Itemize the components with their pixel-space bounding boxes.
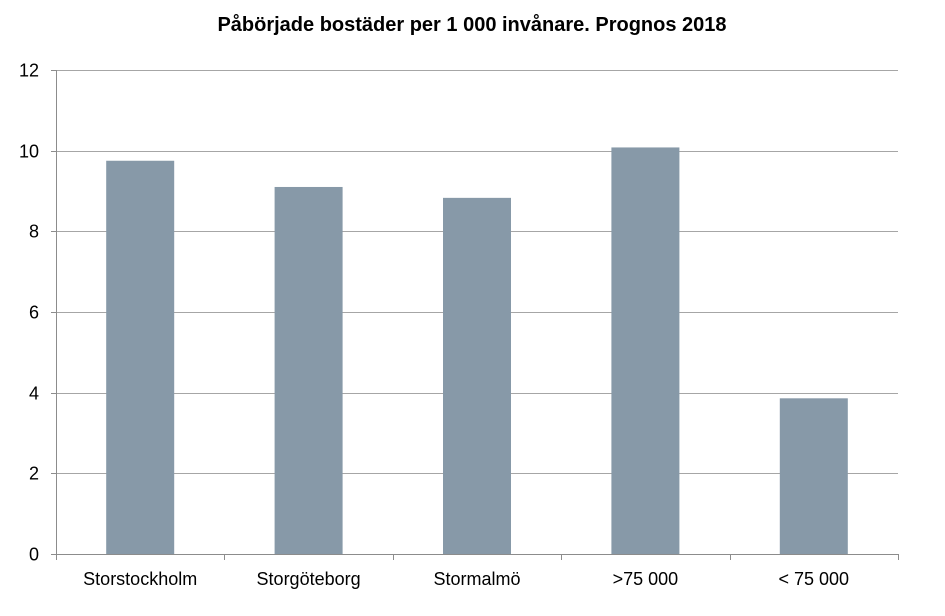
bar-2 <box>443 197 511 554</box>
x-category-label: >75 000 <box>613 569 679 589</box>
bar-0 <box>106 160 175 554</box>
x-category-label: Stormalmö <box>433 569 520 589</box>
x-category-label: Storgöteborg <box>257 569 361 589</box>
chart-title: Påbörjade bostäder per 1 000 invånare. P… <box>217 13 726 36</box>
y-tick-label: 12 <box>19 61 39 81</box>
y-tick-labels: 0 2 4 6 8 10 12 <box>19 61 39 565</box>
x-category-label: < 75 000 <box>779 569 850 589</box>
bar-4 <box>779 398 848 554</box>
y-tick-label: 2 <box>29 464 39 484</box>
x-category-label: Storstockholm <box>83 569 197 589</box>
bar-1 <box>274 186 343 554</box>
y-tick-label: 6 <box>29 303 39 323</box>
bars <box>106 147 848 554</box>
y-tick-label: 8 <box>29 222 39 242</box>
x-category-labels: Storstockholm Storgöteborg Stormalmö >75 00… <box>83 569 849 589</box>
y-tick-label: 0 <box>29 545 39 565</box>
bar-3 <box>611 147 680 554</box>
y-tick-label: 10 <box>19 142 39 162</box>
axes <box>51 70 899 560</box>
y-tick-label: 4 <box>29 384 39 404</box>
